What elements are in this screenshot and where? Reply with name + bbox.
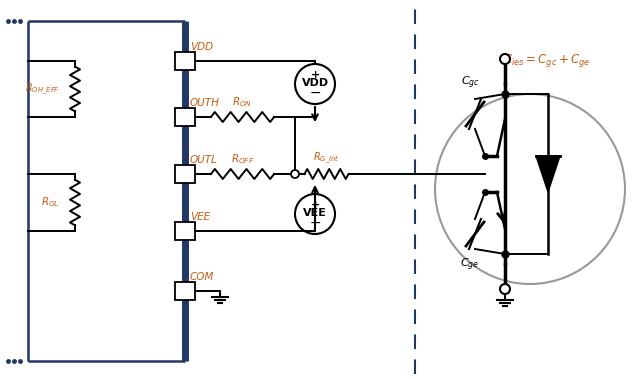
Text: VEE: VEE: [190, 212, 210, 222]
Text: VDD: VDD: [190, 42, 213, 52]
Circle shape: [291, 170, 299, 178]
Text: −: −: [309, 86, 321, 100]
Text: COM: COM: [190, 272, 214, 282]
Bar: [175, 52, 195, 70]
Bar: [175, 108, 195, 126]
Text: +: +: [310, 200, 320, 210]
Circle shape: [500, 284, 510, 294]
Text: −: −: [309, 216, 321, 230]
Text: $\mathit{R_{ON}}$: $\mathit{R_{ON}}$: [232, 95, 252, 109]
Text: VDD: VDD: [302, 78, 329, 88]
Text: $\mathit{R_{OFF}}$: $\mathit{R_{OFF}}$: [231, 152, 254, 166]
Bar: [175, 282, 195, 300]
Text: VEE: VEE: [303, 208, 327, 218]
Text: OUTH: OUTH: [190, 98, 220, 108]
Text: $\mathit{R_{G\_Int}}$: $\mathit{R_{G\_Int}}$: [313, 151, 340, 166]
Text: +: +: [310, 70, 320, 80]
Polygon shape: [536, 156, 560, 192]
Text: OUTL: OUTL: [190, 155, 218, 165]
Bar: [175, 222, 195, 240]
Text: $C_{gc}$: $C_{gc}$: [460, 75, 480, 91]
Circle shape: [500, 54, 510, 64]
Text: $\mathit{R_{OL}}$: $\mathit{R_{OL}}$: [42, 196, 60, 210]
Text: $C_{ge}$: $C_{ge}$: [460, 257, 480, 273]
Text: $\mathit{R_{OH\_EFF}}$: $\mathit{R_{OH\_EFF}}$: [25, 81, 60, 97]
Text: $C_{ies}=C_{gc}+C_{ge}$: $C_{ies}=C_{gc}+C_{ge}$: [503, 53, 590, 69]
Bar: [175, 165, 195, 183]
